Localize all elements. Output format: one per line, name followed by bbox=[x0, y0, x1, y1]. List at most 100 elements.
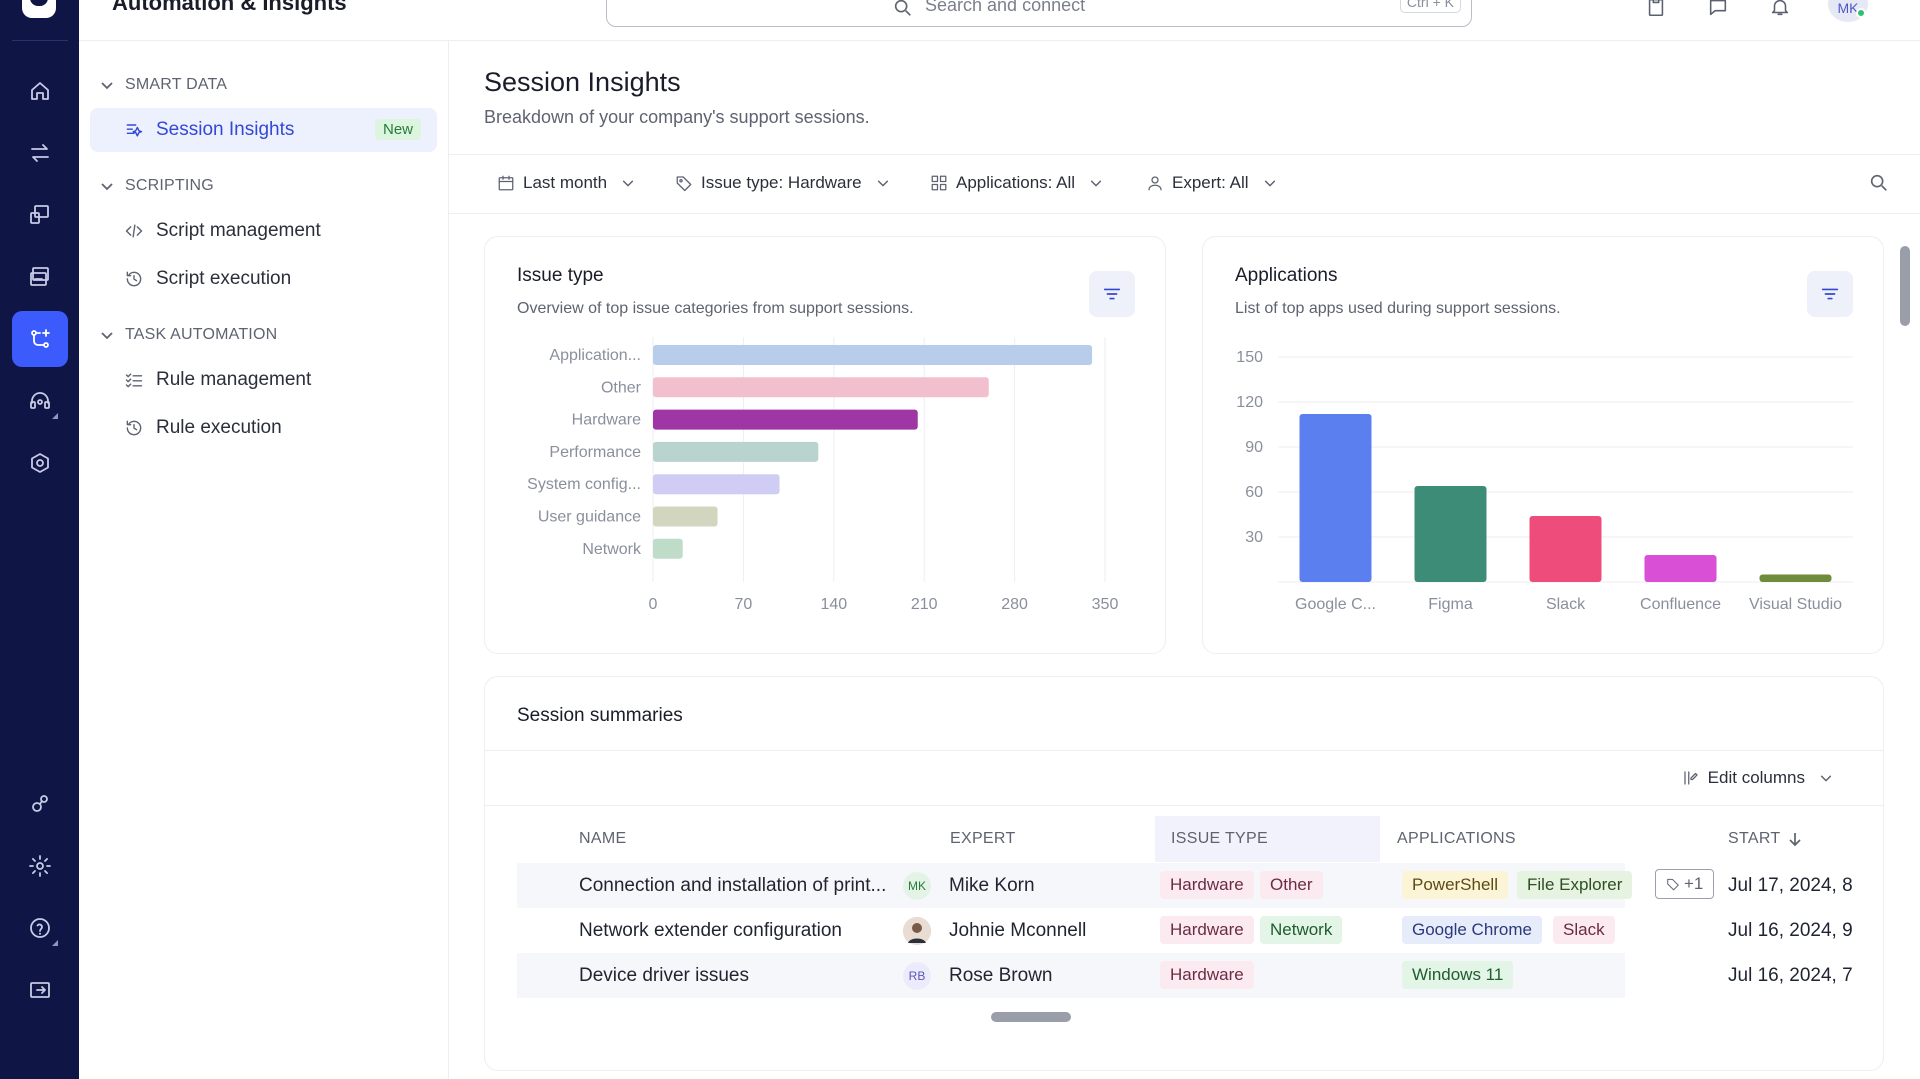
expert-filter[interactable]: Expert: All bbox=[1146, 173, 1277, 193]
column-header-issue-type[interactable]: ISSUE TYPE bbox=[1171, 830, 1268, 847]
filter-icon bbox=[1821, 288, 1839, 300]
filter-bar: Last month Issue type: Hardware Applicat… bbox=[449, 154, 1920, 214]
app-tag: Windows 11 bbox=[1402, 961, 1514, 989]
app-tag: File Explorer bbox=[1517, 871, 1633, 899]
brand-logo[interactable] bbox=[22, 0, 56, 18]
edit-columns-label: Edit columns bbox=[1707, 768, 1805, 787]
chevron-down-icon bbox=[1090, 180, 1102, 187]
applications-filter[interactable]: Applications: All bbox=[930, 173, 1103, 193]
support-icon bbox=[30, 392, 50, 409]
issue-type-card: Issue type Overview of top issue categor… bbox=[484, 236, 1166, 654]
expert-avatar: RB bbox=[903, 962, 931, 990]
notifications-button[interactable] bbox=[1769, 0, 1793, 20]
search-input[interactable]: Search and connect Ctrl + K bbox=[606, 0, 1472, 27]
edit-columns-icon bbox=[1684, 771, 1698, 785]
rail-automation[interactable] bbox=[12, 311, 68, 367]
sidebar-item-label: Session Insights bbox=[156, 119, 295, 140]
rail-home[interactable] bbox=[12, 63, 68, 119]
column-header-name[interactable]: NAME bbox=[579, 830, 627, 847]
category-label: Google C... bbox=[1295, 596, 1376, 613]
sort-desc-icon bbox=[1789, 833, 1802, 847]
y-tick-label: 30 bbox=[1245, 529, 1263, 546]
sidebar-item-script-management[interactable]: Script management bbox=[90, 209, 437, 253]
issue-type-filter[interactable]: Issue type: Hardware bbox=[675, 173, 890, 193]
edit-columns-button[interactable]: Edit columns bbox=[1682, 768, 1833, 788]
chevron-down-icon bbox=[101, 183, 113, 191]
section-task-automation[interactable]: TASK AUTOMATION bbox=[99, 326, 277, 344]
more-apps-button[interactable]: +1 bbox=[1655, 869, 1715, 899]
insights-icon bbox=[126, 124, 143, 137]
user-initials: MK bbox=[1837, 0, 1859, 16]
issue-tag: Network bbox=[1260, 916, 1343, 944]
sidebar-item-rule-execution[interactable]: Rule execution bbox=[90, 406, 437, 450]
search-shortcut: Ctrl + K bbox=[1399, 0, 1461, 13]
applications-chart: 30 60 90 120 150 Google C... Figma Slack Conflue… bbox=[1236, 349, 1853, 613]
settings-icon bbox=[29, 855, 51, 877]
table-row[interactable]: Connection and installation of print... … bbox=[517, 863, 1853, 908]
category-label: Figma bbox=[1428, 596, 1473, 613]
app-title: Automation & Insights bbox=[112, 0, 347, 15]
section-scripting[interactable]: SCRIPTING bbox=[99, 177, 214, 195]
expert-photo-avatar bbox=[903, 917, 931, 945]
sidebar-item-label: Rule execution bbox=[156, 417, 282, 438]
table-title: Session summaries bbox=[517, 705, 683, 726]
chat-button[interactable] bbox=[1707, 0, 1731, 20]
issue-tag: Other bbox=[1260, 871, 1323, 899]
filter-search-button[interactable] bbox=[1868, 172, 1890, 199]
rail-sessions[interactable] bbox=[12, 187, 68, 243]
checklist-icon bbox=[125, 373, 143, 388]
category-label: Other bbox=[601, 379, 642, 396]
chevron-down-icon bbox=[101, 82, 113, 90]
bar bbox=[1529, 516, 1602, 582]
home-icon bbox=[31, 82, 49, 100]
filter-label: Applications: All bbox=[956, 173, 1076, 192]
rail-devices[interactable] bbox=[12, 249, 68, 305]
rail-integrations[interactable] bbox=[12, 776, 68, 832]
chevron-down-icon bbox=[622, 180, 634, 187]
chart-filter-button[interactable] bbox=[1089, 271, 1135, 317]
table-row[interactable]: Network extender configuration Johnie Mc… bbox=[517, 908, 1853, 953]
bar bbox=[653, 409, 918, 430]
rail-help[interactable] bbox=[12, 900, 68, 956]
rail-security[interactable] bbox=[12, 435, 68, 491]
rail-exit[interactable] bbox=[12, 962, 68, 1018]
card-title: Issue type bbox=[517, 265, 604, 286]
category-label: System config... bbox=[527, 476, 641, 493]
devices-icon bbox=[30, 267, 49, 286]
clipboard-button[interactable] bbox=[1645, 0, 1669, 20]
category-label: Performance bbox=[549, 444, 641, 461]
rail-settings[interactable] bbox=[12, 838, 68, 894]
table-row[interactable]: Device driver issues RB Rose Brown Hardw… bbox=[517, 953, 1853, 998]
category-label: Application... bbox=[549, 347, 641, 364]
rail-transfer[interactable] bbox=[12, 125, 68, 181]
search-icon bbox=[894, 0, 911, 16]
date-filter[interactable]: Last month bbox=[497, 173, 635, 193]
column-header-expert[interactable]: EXPERT bbox=[950, 830, 1016, 847]
sidebar-item-session-insights[interactable]: Session Insights New bbox=[90, 108, 437, 152]
session-name: Connection and installation of print... bbox=[579, 875, 887, 896]
section-smart-data[interactable]: SMART DATA bbox=[99, 76, 227, 94]
sidebar-item-script-execution[interactable]: Script execution bbox=[90, 257, 437, 301]
rail-support[interactable] bbox=[12, 373, 68, 429]
vertical-scrollbar[interactable] bbox=[1900, 246, 1910, 326]
bar bbox=[1644, 555, 1717, 582]
page-title: Session Insights bbox=[484, 67, 681, 97]
column-header-applications[interactable]: APPLICATIONS bbox=[1397, 830, 1516, 847]
app-tag: PowerShell bbox=[1402, 871, 1508, 899]
card-subtitle: List of top apps used during support ses… bbox=[1235, 300, 1561, 317]
start-time: Jul 17, 2024, 8 bbox=[1728, 875, 1853, 896]
user-avatar[interactable]: MK bbox=[1828, 0, 1868, 22]
category-label: Hardware bbox=[572, 412, 641, 429]
chevron-down-icon bbox=[1820, 775, 1832, 782]
chart-filter-button[interactable] bbox=[1807, 271, 1853, 317]
filter-label: Expert: All bbox=[1172, 173, 1249, 192]
calendar-icon bbox=[498, 175, 514, 191]
start-time: Jul 16, 2024, 7 bbox=[1728, 965, 1853, 986]
horizontal-scrollbar[interactable] bbox=[991, 1012, 1071, 1022]
column-header-start[interactable]: START bbox=[1728, 830, 1802, 848]
bar bbox=[653, 538, 683, 559]
bar bbox=[653, 377, 989, 398]
x-tick-label: 70 bbox=[735, 596, 753, 613]
sidebar-item-rule-management[interactable]: Rule management bbox=[90, 358, 437, 402]
section-label: TASK AUTOMATION bbox=[125, 326, 278, 343]
